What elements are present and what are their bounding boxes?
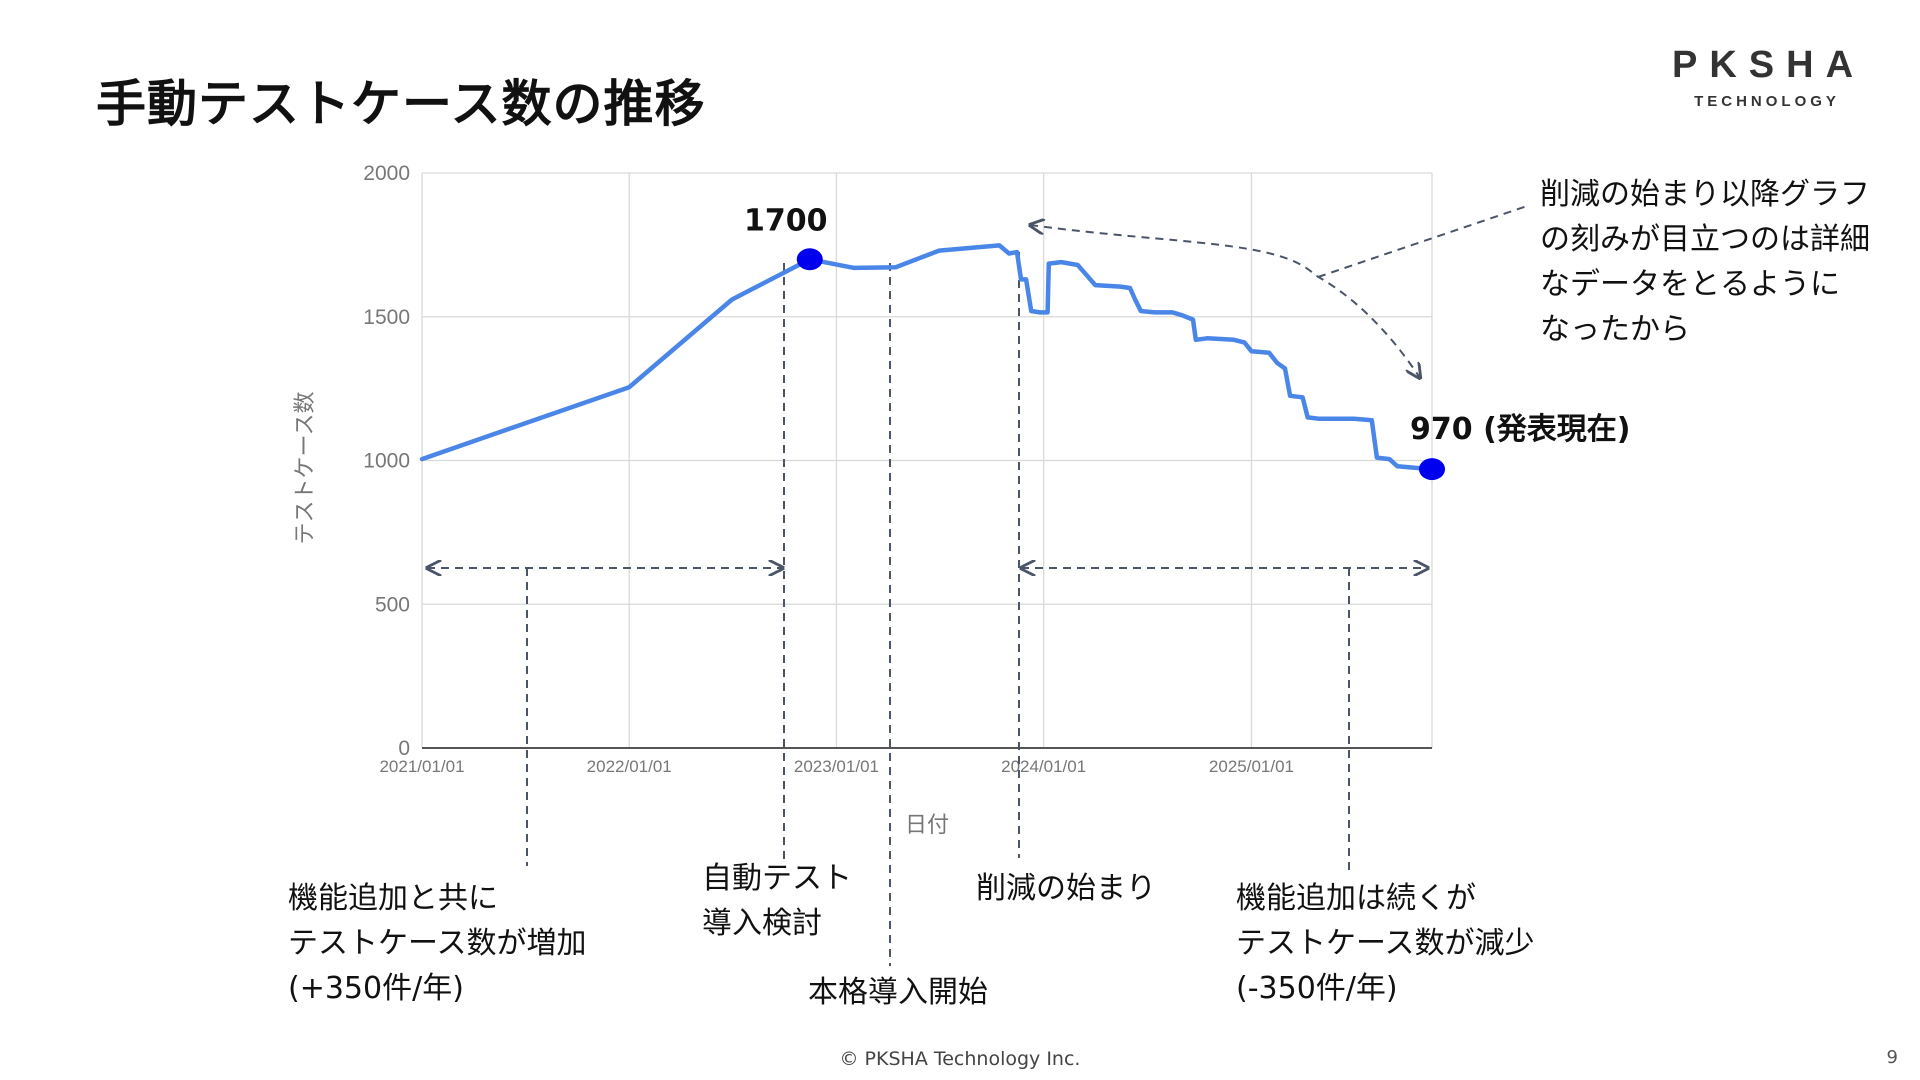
chart-labels: 1700 970 (発表現在) <box>744 203 1630 447</box>
x-tick-label: 2024/01/01 <box>1001 757 1086 776</box>
y-tick-label: 0 <box>398 737 410 760</box>
x-tick-label: 2021/01/01 <box>379 757 464 776</box>
highlight-point-label: 970 (発表現在) <box>1410 412 1631 447</box>
logo-main-text: PKSHA <box>1672 44 1866 86</box>
y-tick-label: 2000 <box>363 162 410 185</box>
slide-title: 手動テストケース数の推移 <box>96 75 706 133</box>
y-tick-label: 1000 <box>363 450 410 473</box>
annotation-growth: 機能追加と共に テストケース数が増加 (+350件/年) <box>288 881 587 1006</box>
chart-axes: 0 500 1000 1500 2000 2021/01/01 2022/01/01 2023… <box>293 162 1432 838</box>
trend-curve-arrow <box>1030 225 1420 378</box>
annotation-lines <box>427 204 1531 966</box>
pksha-logo: PKSHA TECHNOLOGY <box>1672 44 1862 110</box>
y-axis-title: テストケース数 <box>293 392 318 545</box>
page-number: 9 <box>1886 1047 1898 1068</box>
x-axis-title: 日付 <box>905 813 949 838</box>
copyright-footer: © PKSHA Technology Inc. <box>839 1048 1081 1070</box>
annotation-reduction-start: 削減の始まり <box>976 871 1156 906</box>
highlight-point <box>796 248 823 271</box>
callout-leader-line <box>1317 204 1531 278</box>
highlight-point <box>1419 458 1445 481</box>
annotation-callout: 削減の始まり以降グラフ の刻みが目立つのは詳細 なデータをとるように なったから <box>1540 177 1870 347</box>
x-tick-label: 2022/01/01 <box>587 757 672 776</box>
y-tick-label: 1500 <box>363 306 410 329</box>
y-tick-label: 500 <box>375 593 410 616</box>
chart-grid <box>421 172 1433 748</box>
annotation-decline: 機能追加は続くが テストケース数が減少 (-350件/年) <box>1236 881 1535 1006</box>
highlight-point-label: 1700 <box>744 203 828 238</box>
annotation-auto-test: 自動テスト 導入検討 <box>702 861 852 941</box>
x-tick-label: 2023/01/01 <box>794 757 879 776</box>
annotation-full-adoption: 本格導入開始 <box>808 975 988 1010</box>
series-line <box>419 243 1435 472</box>
logo-sub-text: TECHNOLOGY <box>1694 93 1840 110</box>
x-tick-label: 2025/01/01 <box>1209 757 1294 776</box>
chart-series <box>419 243 1445 481</box>
